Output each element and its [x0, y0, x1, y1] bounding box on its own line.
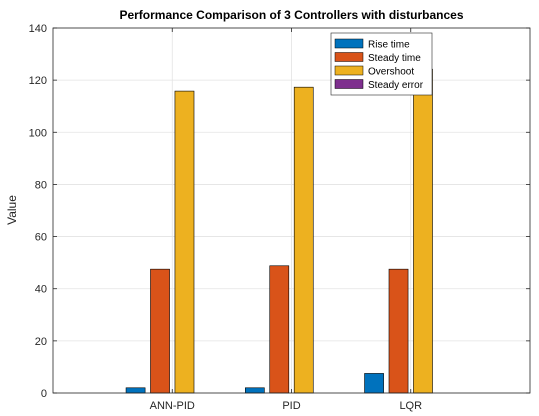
y-tick-label: 60 [35, 232, 47, 244]
legend-label: Steady error [368, 80, 424, 91]
x-axis-ticks: ANN-PID PID LQR [150, 28, 422, 412]
legend-label: Rise time [368, 40, 410, 51]
legend-label: Steady time [368, 53, 421, 64]
bar-rise-time [364, 373, 384, 394]
y-axis-label: Value [5, 195, 19, 225]
y-tick-label: 40 [35, 284, 47, 296]
x-tick-label: ANN-PID [150, 400, 195, 412]
x-tick-label: PID [282, 400, 300, 412]
bar-rise-time [244, 387, 265, 394]
legend-swatch [334, 38, 364, 49]
bar-rise-time [125, 387, 146, 394]
y-tick-label: 80 [35, 179, 47, 191]
legend: Rise time Steady time Overshoot Steady erro… [330, 32, 433, 96]
bar-overshoot [293, 86, 314, 394]
bar-overshoot [174, 90, 195, 394]
bar-steady-time [150, 268, 170, 394]
y-tick-label: 140 [29, 23, 47, 35]
legend-swatch [334, 52, 364, 62]
y-tick-label: 100 [29, 127, 47, 139]
y-tick-label: 0 [41, 388, 47, 400]
y-tick-label: 120 [29, 75, 47, 87]
y-axis-ticks: 0 20 40 60 80 100 120 140 [29, 23, 530, 400]
legend-label: Overshoot [368, 67, 414, 78]
x-tick-label: LQR [399, 400, 422, 412]
legend-swatch [334, 65, 364, 76]
bar-overshoot [413, 68, 433, 394]
chart-title: Performance Comparison of 3 Controllers … [119, 8, 463, 22]
y-tick-label: 20 [35, 336, 47, 348]
legend-swatch [334, 79, 364, 89]
bar-steady-time [269, 265, 290, 394]
bar-steady-time [388, 268, 409, 394]
